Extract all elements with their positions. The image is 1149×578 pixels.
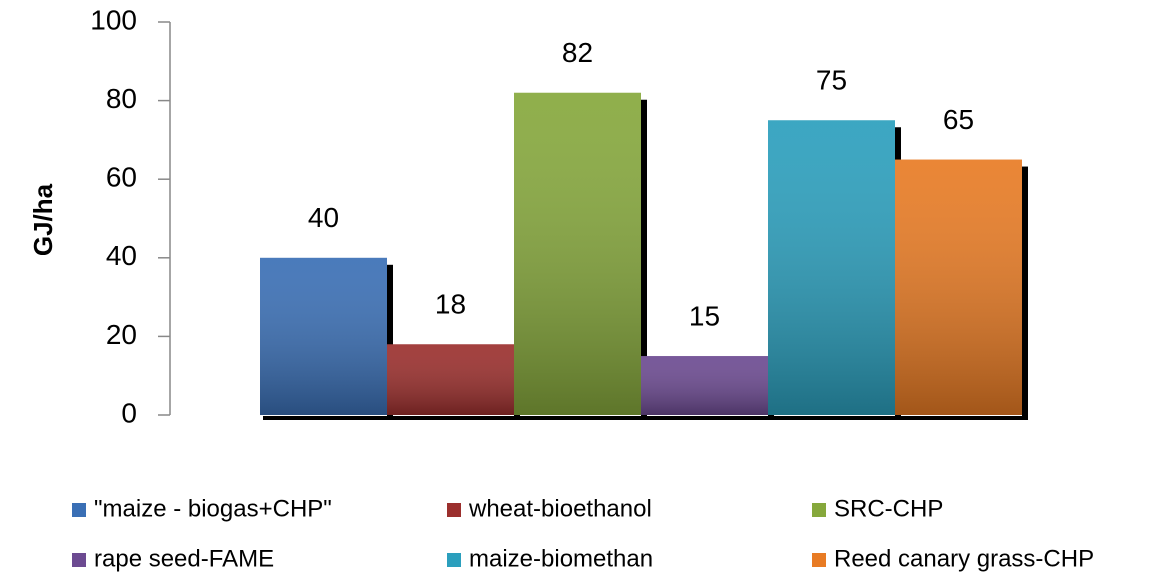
data-label: 18 (435, 289, 466, 320)
y-axis-label: GJ/ha (28, 183, 58, 256)
bar-shade (641, 356, 768, 415)
bar-shadow (387, 264, 393, 418)
legend-label: wheat-bioethanol (468, 495, 652, 522)
legend-label: maize-biomethan (469, 545, 653, 572)
legend-swatch (447, 553, 461, 567)
data-label: 15 (689, 300, 720, 331)
bar-shade (895, 159, 1022, 415)
legend-swatch (72, 553, 86, 567)
data-label: 65 (943, 104, 974, 135)
data-label: 40 (308, 202, 339, 233)
y-tick-label: 100 (90, 4, 137, 35)
bar-shadow (641, 99, 647, 419)
bar-shadow (1022, 166, 1028, 418)
legend-swatch (812, 553, 826, 567)
legend-label: SRC-CHP (834, 495, 943, 522)
y-tick-label: 60 (106, 162, 137, 193)
y-tick-label: 20 (106, 319, 137, 350)
y-tick-label: 80 (106, 83, 137, 114)
bar-shade (768, 120, 895, 415)
bar-shade (387, 344, 514, 415)
bar-shade (514, 92, 641, 416)
legend-label: rape seed-FAME (94, 545, 274, 572)
data-label: 75 (816, 65, 847, 96)
legend-label: "maize - biogas+CHP" (94, 495, 332, 522)
y-tick-label: 0 (121, 397, 137, 428)
legend-swatch (72, 503, 86, 517)
legend-swatch (447, 503, 461, 517)
legend-swatch (812, 503, 826, 517)
y-tick-label: 40 (106, 240, 137, 271)
bar-shade (260, 257, 387, 415)
legend-label: Reed canary grass-CHP (834, 545, 1094, 572)
data-label: 82 (562, 37, 593, 68)
